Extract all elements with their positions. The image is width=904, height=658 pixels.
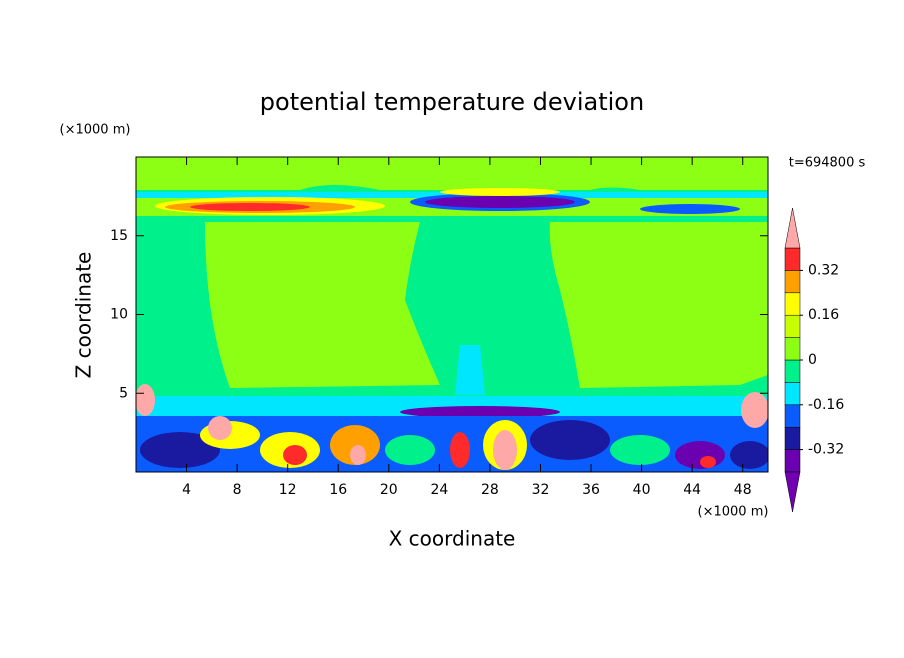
x-tick-label: 20 — [380, 482, 398, 498]
colorbar-tick-label: 0.16 — [808, 307, 839, 323]
colorbar-box — [784, 382, 801, 406]
x-tick-label: 12 — [279, 482, 297, 498]
x-axis-label: X coordinate — [389, 527, 516, 551]
x-tick-label: 24 — [430, 482, 448, 498]
colorbar-box — [784, 292, 801, 316]
y-tick-label: 10 — [110, 307, 128, 323]
colorbar-box — [784, 449, 801, 473]
x-tick-label: 28 — [481, 482, 499, 498]
colorbar-box — [784, 359, 801, 383]
colorbar-tick-label: -0.16 — [808, 397, 844, 413]
x-tick-label: 8 — [233, 482, 242, 498]
colorbar-under — [784, 471, 801, 513]
colorbar-box — [784, 247, 801, 271]
colorbar-tick-label: -0.32 — [808, 442, 844, 458]
y-tick-label: 5 — [119, 385, 128, 401]
x-tick-label: 36 — [582, 482, 600, 498]
colorbar-box — [784, 404, 801, 428]
colorbar-box — [784, 314, 801, 338]
colorbar-box — [784, 426, 801, 450]
contour-field — [136, 157, 768, 472]
x-tick-label: 4 — [182, 482, 191, 498]
x-tick-label: 48 — [734, 482, 752, 498]
y-unit: (×1000 m) — [60, 123, 131, 138]
colorbar-tick-label: 0.32 — [808, 262, 839, 278]
x-tick-label: 32 — [532, 482, 550, 498]
colorbar-over — [784, 207, 801, 249]
colorbar-tick-label: 0 — [808, 352, 817, 368]
y-tick-label: 15 — [110, 228, 128, 244]
x-tick-label: 16 — [329, 482, 347, 498]
annotation: t=694800 s — [789, 156, 866, 171]
x-tick-label: 40 — [633, 482, 651, 498]
x-tick-label: 44 — [683, 482, 701, 498]
y-axis-label: Z coordinate — [72, 252, 96, 379]
chart-title: potential temperature deviation — [260, 88, 644, 116]
x-unit: (×1000 m) — [698, 505, 769, 520]
colorbar-box — [784, 337, 801, 361]
colorbar-box — [784, 270, 801, 294]
